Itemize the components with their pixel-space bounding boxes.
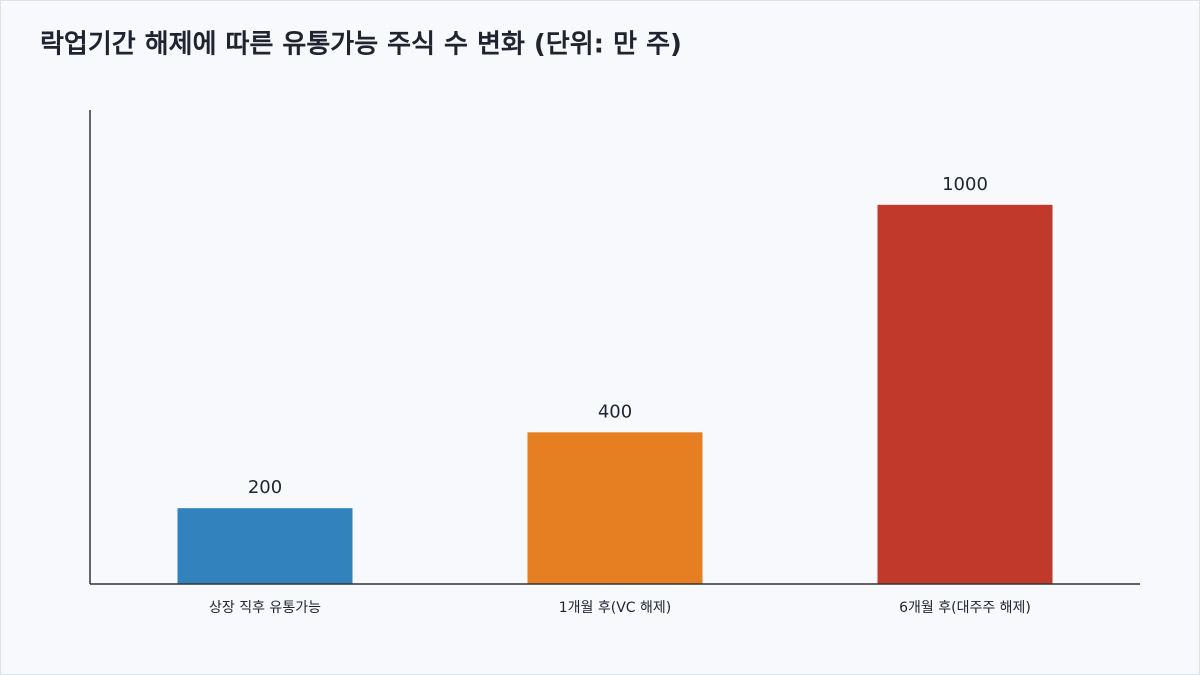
bar	[877, 204, 1053, 585]
x-tick-label: 1개월 후(VC 해제)	[559, 600, 671, 616]
chart-title: 락업기간 해제에 따른 유통가능 주식 수 변화 (단위: 만 주)	[40, 30, 682, 60]
x-tick-label: 상장 직후 유통가능	[209, 600, 321, 616]
value-label: 200	[248, 477, 282, 498]
value-label: 1000	[942, 174, 988, 195]
value-label: 400	[598, 401, 632, 422]
bar	[177, 508, 353, 584]
bar	[527, 432, 703, 584]
x-tick-label: 6개월 후(대주주 해제)	[899, 600, 1031, 616]
